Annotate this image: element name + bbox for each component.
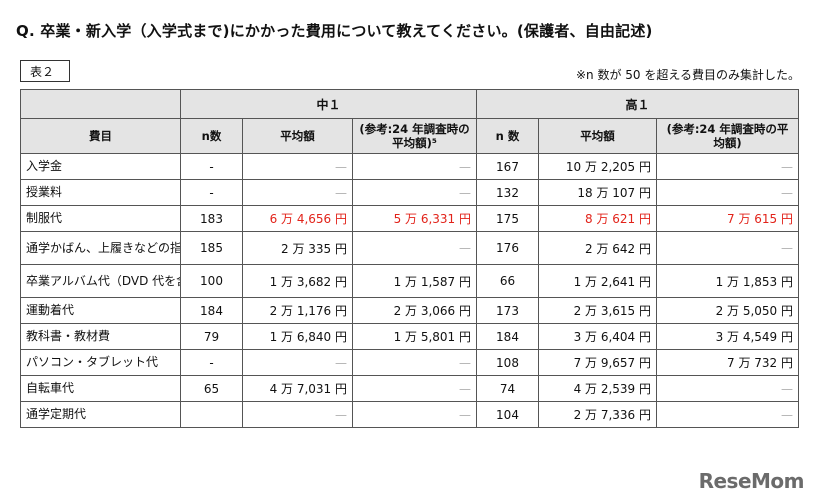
row-n-high: 167 (476, 153, 539, 180)
row-n-middle (180, 401, 243, 428)
row-ref-middle: 1 万 1,587 円 (352, 264, 477, 298)
row-item: 通学定期代 (20, 401, 181, 428)
row-n-middle: 65 (180, 375, 243, 402)
row-ref-high: — (656, 375, 799, 402)
table-note: ※n 数が 50 を超える費目のみ集計した。 (575, 68, 800, 82)
column-header-n-high: n 数 (476, 118, 539, 154)
row-item: 授業料 (20, 179, 181, 206)
row-n-middle: 185 (180, 231, 243, 265)
row-avg-high: 2 万 3,615 円 (538, 297, 657, 324)
row-ref-middle: — (352, 179, 477, 206)
row-ref-high: — (656, 153, 799, 180)
table-row: 卒業アルバム代（DVD 代を含む) 100 1 万 3,682 円 1 万 1,… (20, 264, 799, 298)
row-ref-middle: 2 万 3,066 円 (352, 297, 477, 324)
row-ref-high: 7 万 732 円 (656, 349, 799, 376)
table-row: 授業料 - — — 132 18 万 107 円 — (20, 179, 799, 206)
row-ref-high: 7 万 615 円 (656, 205, 799, 232)
row-avg-middle: 6 万 4,656 円 (242, 205, 353, 232)
row-item: 自転車代 (20, 375, 181, 402)
row-n-high: 66 (476, 264, 539, 298)
table-label: 表２ (20, 60, 70, 82)
row-n-high: 74 (476, 375, 539, 402)
row-item: 制服代 (20, 205, 181, 232)
row-avg-middle: 2 万 1,176 円 (242, 297, 353, 324)
row-avg-high: 1 万 2,641 円 (538, 264, 657, 298)
row-avg-high: 2 万 7,336 円 (538, 401, 657, 428)
row-n-high: 176 (476, 231, 539, 265)
header-empty-cell (20, 89, 181, 119)
row-ref-high: — (656, 401, 799, 428)
row-item: 卒業アルバム代（DVD 代を含む) (20, 264, 181, 298)
row-avg-high: 8 万 621 円 (538, 205, 657, 232)
row-n-high: 108 (476, 349, 539, 376)
column-header-n-middle: n数 (180, 118, 243, 154)
table-row: 制服代 183 6 万 4,656 円 5 万 6,331 円 175 8 万 … (20, 205, 799, 232)
row-ref-middle: — (352, 153, 477, 180)
table-row: パソコン・タブレット代 - — — 108 7 万 9,657 円 7 万 73… (20, 349, 799, 376)
row-ref-high: — (656, 179, 799, 206)
row-ref-middle: 5 万 6,331 円 (352, 205, 477, 232)
row-avg-middle: 1 万 3,682 円 (242, 264, 353, 298)
row-n-middle: - (180, 153, 243, 180)
row-ref-high: — (656, 231, 799, 265)
row-avg-middle: — (242, 153, 353, 180)
row-n-middle: 100 (180, 264, 243, 298)
row-avg-high: 2 万 642 円 (538, 231, 657, 265)
row-avg-high: 18 万 107 円 (538, 179, 657, 206)
row-item: 教科書・教材費 (20, 323, 181, 350)
table-row: 通学定期代 — — 104 2 万 7,336 円 — (20, 401, 799, 428)
row-ref-high: 2 万 5,050 円 (656, 297, 799, 324)
column-header-ref-high: (参考:24 年調査時の平均額) (656, 118, 799, 154)
question-title: Q. 卒業・新入学（入学式まで)にかかった費用について教えてください。(保護者、… (16, 22, 653, 40)
row-avg-high: 10 万 2,205 円 (538, 153, 657, 180)
row-n-middle: - (180, 179, 243, 206)
row-n-middle: 183 (180, 205, 243, 232)
row-n-middle: 184 (180, 297, 243, 324)
column-header-item: 費目 (20, 118, 181, 154)
row-avg-middle: 1 万 6,840 円 (242, 323, 353, 350)
row-item: パソコン・タブレット代 (20, 349, 181, 376)
table-row: 入学金 - — — 167 10 万 2,205 円 — (20, 153, 799, 180)
group-header-middle: 中１ (180, 89, 477, 119)
row-ref-middle: — (352, 375, 477, 402)
column-header-avg-high: 平均額 (538, 118, 657, 154)
table-row: 通学かばん、上履きなどの指定品類 185 2 万 335 円 — 176 2 万… (20, 231, 799, 265)
table-row: 運動着代 184 2 万 1,176 円 2 万 3,066 円 173 2 万… (20, 297, 799, 324)
resemom-logo: ReseMom (698, 469, 805, 493)
row-ref-high: 3 万 4,549 円 (656, 323, 799, 350)
row-n-high: 104 (476, 401, 539, 428)
table-row: 教科書・教材費 79 1 万 6,840 円 1 万 5,801 円 184 3… (20, 323, 799, 350)
row-avg-high: 4 万 2,539 円 (538, 375, 657, 402)
row-ref-high: 1 万 1,853 円 (656, 264, 799, 298)
row-ref-middle: — (352, 349, 477, 376)
row-item: 通学かばん、上履きなどの指定品類 (20, 231, 181, 265)
row-n-high: 175 (476, 205, 539, 232)
column-header-avg-middle: 平均額 (242, 118, 353, 154)
row-avg-middle: — (242, 401, 353, 428)
row-avg-middle: — (242, 179, 353, 206)
row-avg-middle: — (242, 349, 353, 376)
row-n-high: 132 (476, 179, 539, 206)
row-n-high: 184 (476, 323, 539, 350)
table-row: 自転車代 65 4 万 7,031 円 — 74 4 万 2,539 円 — (20, 375, 799, 402)
row-n-high: 173 (476, 297, 539, 324)
row-item: 運動着代 (20, 297, 181, 324)
group-header-high: 高１ (476, 89, 799, 119)
cost-table: 中１ 高１ 費目 n数 平均額 (参考:24 年調査時の平均額)⁵ n 数 平均… (20, 89, 799, 428)
row-n-middle: 79 (180, 323, 243, 350)
row-avg-middle: 2 万 335 円 (242, 231, 353, 265)
column-header-ref-middle: (参考:24 年調査時の平均額)⁵ (352, 118, 477, 154)
row-n-middle: - (180, 349, 243, 376)
row-ref-middle: — (352, 401, 477, 428)
row-avg-high: 3 万 6,404 円 (538, 323, 657, 350)
row-avg-middle: 4 万 7,031 円 (242, 375, 353, 402)
row-ref-middle: 1 万 5,801 円 (352, 323, 477, 350)
row-ref-middle: — (352, 231, 477, 265)
row-item: 入学金 (20, 153, 181, 180)
row-avg-high: 7 万 9,657 円 (538, 349, 657, 376)
